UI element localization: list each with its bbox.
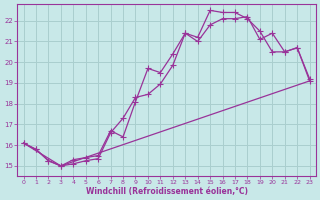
X-axis label: Windchill (Refroidissement éolien,°C): Windchill (Refroidissement éolien,°C) xyxy=(85,187,248,196)
